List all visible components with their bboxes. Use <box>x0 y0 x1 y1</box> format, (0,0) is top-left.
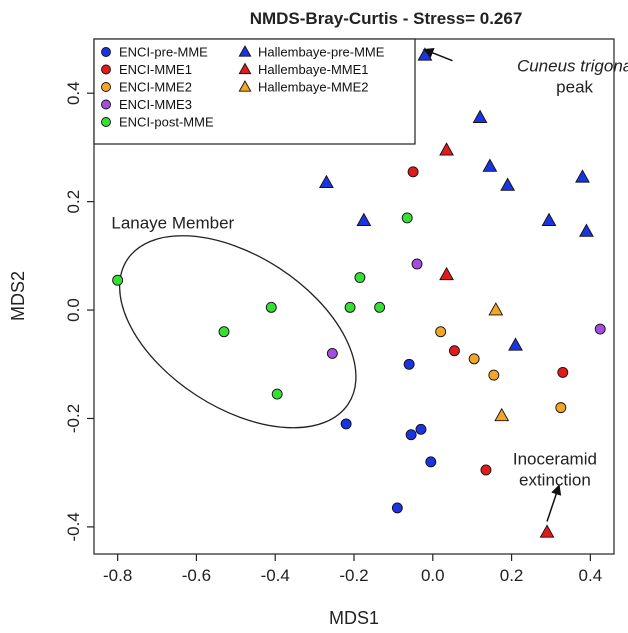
hallembaye-mme2-point <box>494 407 510 422</box>
legend-hallembaye-mme1-label: Hallembaye-MME1 <box>258 62 369 77</box>
enci-mme1-point <box>480 464 492 476</box>
legend-enci-mme2-marker <box>101 82 111 92</box>
legend-enci-post-mme-label: ENCI-post-MME <box>119 115 214 130</box>
x-tick-label: 0.0 <box>421 566 445 585</box>
hallembaye-pre-mme-point <box>575 169 590 183</box>
legend-hallembaye-pre-mme-marker <box>238 45 252 57</box>
enci-mme3-point <box>594 323 606 335</box>
legend-hallembaye-mme2-marker <box>238 80 252 92</box>
data-points <box>112 47 606 538</box>
legend-hallembaye-mme1-marker <box>238 62 252 75</box>
y-tick-label: 0.4 <box>64 81 83 105</box>
enci-post-mme-point <box>265 301 277 313</box>
enci-mme2-point <box>555 402 567 414</box>
hallembaye-mme2-point <box>488 302 504 316</box>
y-tick-label: -0.2 <box>64 404 83 433</box>
lanaye-ellipse-group <box>118 235 357 429</box>
enci-post-mme-point <box>354 272 366 283</box>
y-axis: -0.4 -0.2 0.0 0.2 0.4 <box>64 81 94 542</box>
annotation-inoceramid-line: Inoceramid <box>513 450 597 469</box>
y-tick-label: -0.4 <box>64 512 83 541</box>
enci-post-mme-point <box>112 274 124 286</box>
enci-mme1-point <box>407 166 419 178</box>
enci-mme2-point <box>435 326 447 338</box>
hallembaye-mme1-point <box>439 266 454 281</box>
annotation-cuneus-line: peak <box>556 78 593 97</box>
x-tick-label: -0.8 <box>103 566 132 585</box>
legend-enci-mme1-marker <box>101 64 111 75</box>
lanaye-ellipse <box>118 235 357 429</box>
annotations: Lanaye Member Cuneus trigona peak Inocerami… <box>111 48 628 522</box>
enci-post-mme-point <box>401 212 413 224</box>
x-axis: -0.8 -0.6 -0.4 -0.2 0.0 0.2 0.4 <box>103 554 602 585</box>
hallembaye-pre-mme-point <box>541 212 557 226</box>
enci-mme2-point <box>488 369 500 381</box>
legend-enci-mme3-label: ENCI-MME3 <box>119 97 192 112</box>
y-axis-label: MDS2 <box>8 271 28 321</box>
x-tick-label: 0.4 <box>579 566 603 585</box>
x-tick-label: -0.2 <box>339 566 368 585</box>
enci-mme3-point <box>326 347 338 359</box>
legend-hallembaye-mme2-label: Hallembaye-MME2 <box>258 80 369 95</box>
hallembaye-pre-mme-point <box>319 174 334 189</box>
enci-mme2-point <box>468 353 480 365</box>
hallembaye-pre-mme-point <box>579 223 594 237</box>
annotation-cuneus-line: Cuneus trigona <box>517 57 628 76</box>
enci-post-mme-point <box>218 326 230 338</box>
hallembaye-pre-mme-point <box>508 337 523 351</box>
hallembaye-pre-mme-point <box>356 212 372 226</box>
enci-pre-mme-point <box>340 418 352 430</box>
chart-title: NMDS-Bray-Curtis - Stress= 0.267 <box>250 9 523 28</box>
x-tick-label: 0.2 <box>500 566 524 585</box>
annotation-inoceramid-arrow <box>546 484 562 522</box>
enci-pre-mme-point <box>415 423 427 435</box>
x-tick-label: -0.4 <box>261 566 290 585</box>
legend-enci-pre-mme-label: ENCI-pre-MME <box>119 45 208 60</box>
annotation-lanaye-line: Lanaye Member <box>111 214 234 233</box>
enci-mme1-point <box>449 345 460 357</box>
legend: ENCI-pre-MME ENCI-MME1 ENCI-MME2 ENCI-MME3 E… <box>93 38 416 145</box>
legend-enci-pre-mme-marker <box>101 47 111 57</box>
annotation-cuneus-arrow <box>422 48 453 62</box>
hallembaye-pre-mme-point <box>472 109 488 123</box>
enci-pre-mme-point <box>405 429 417 441</box>
enci-pre-mme-point <box>425 456 437 468</box>
enci-pre-mme-point <box>403 358 415 370</box>
x-tick-label: -0.6 <box>182 566 211 585</box>
enci-post-mme-point <box>271 388 283 400</box>
enci-pre-mme-point <box>391 502 403 514</box>
legend-enci-mme3-marker <box>101 99 111 110</box>
enci-mme1-point <box>557 366 569 378</box>
legend-enci-mme1-label: ENCI-MME1 <box>119 62 192 77</box>
enci-mme3-point <box>411 258 423 270</box>
hallembaye-pre-mme-point <box>500 177 516 191</box>
y-tick-label: 0.0 <box>64 298 83 322</box>
y-tick-label: 0.2 <box>64 190 83 214</box>
legend-hallembaye-pre-mme-label: Hallembaye-pre-MME <box>258 45 385 60</box>
enci-post-mme-point <box>344 301 356 313</box>
legend-enci-mme2-label: ENCI-MME2 <box>119 80 192 95</box>
enci-post-mme-point <box>374 301 386 313</box>
legend-enci-post-mme-marker <box>101 117 111 127</box>
legend-box <box>93 38 416 145</box>
hallembaye-mme1-point <box>439 142 454 156</box>
annotation-inoceramid-line: extinction <box>519 471 591 490</box>
hallembaye-pre-mme-point <box>482 158 498 172</box>
hallembaye-mme1-point <box>539 524 555 538</box>
x-axis-label: MDS1 <box>329 608 379 628</box>
